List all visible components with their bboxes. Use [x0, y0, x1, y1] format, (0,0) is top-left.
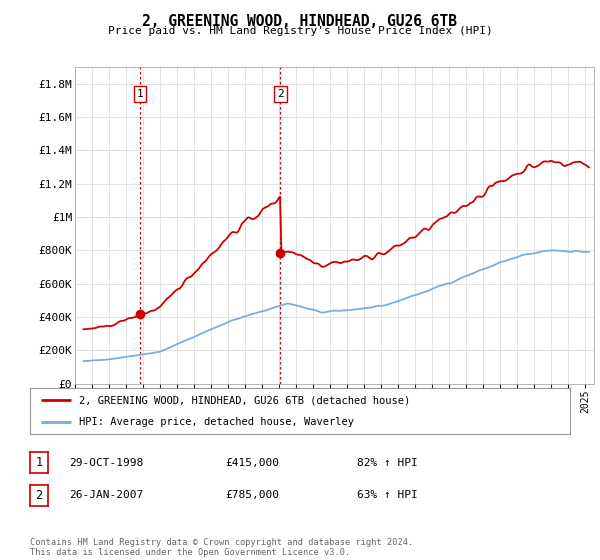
Text: 2: 2	[277, 89, 284, 99]
Text: 29-OCT-1998: 29-OCT-1998	[69, 458, 143, 468]
Text: 82% ↑ HPI: 82% ↑ HPI	[357, 458, 418, 468]
Text: Contains HM Land Registry data © Crown copyright and database right 2024.
This d: Contains HM Land Registry data © Crown c…	[30, 538, 413, 557]
Text: 2: 2	[35, 489, 43, 502]
Text: £415,000: £415,000	[225, 458, 279, 468]
Text: 2, GREENING WOOD, HINDHEAD, GU26 6TB: 2, GREENING WOOD, HINDHEAD, GU26 6TB	[143, 14, 458, 29]
Text: 2, GREENING WOOD, HINDHEAD, GU26 6TB (detached house): 2, GREENING WOOD, HINDHEAD, GU26 6TB (de…	[79, 395, 410, 405]
Text: Price paid vs. HM Land Registry's House Price Index (HPI): Price paid vs. HM Land Registry's House …	[107, 26, 493, 36]
Text: 1: 1	[35, 456, 43, 469]
Text: £785,000: £785,000	[225, 490, 279, 500]
Text: 1: 1	[137, 89, 143, 99]
Text: 63% ↑ HPI: 63% ↑ HPI	[357, 490, 418, 500]
Text: HPI: Average price, detached house, Waverley: HPI: Average price, detached house, Wave…	[79, 417, 353, 427]
Text: 26-JAN-2007: 26-JAN-2007	[69, 490, 143, 500]
